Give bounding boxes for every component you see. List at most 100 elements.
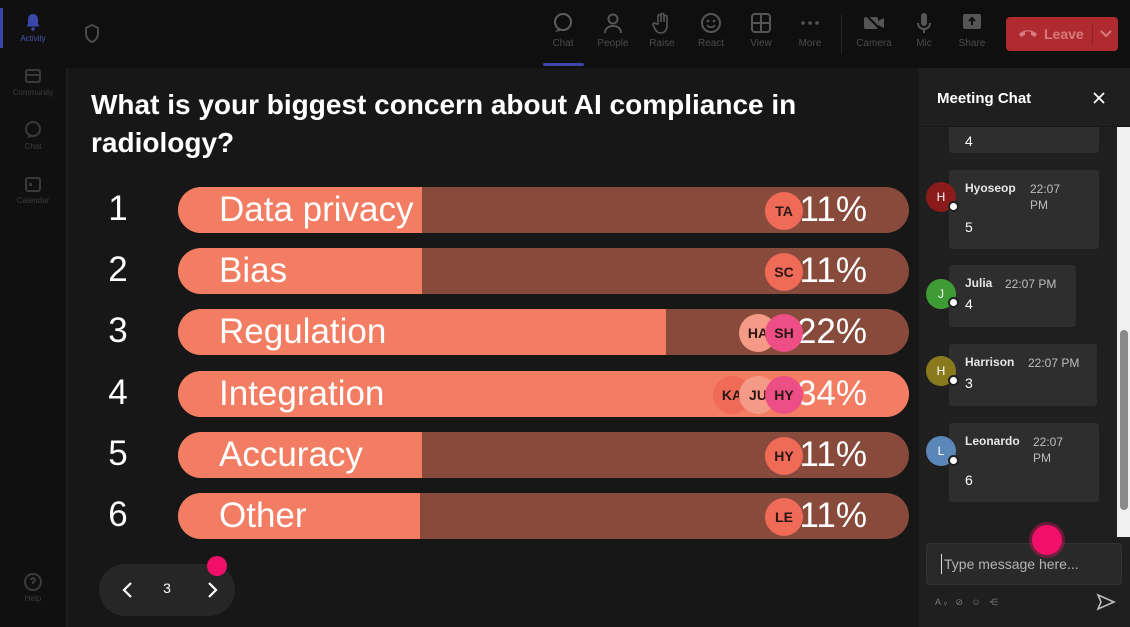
more-icon <box>801 21 819 25</box>
avatar-initial: H <box>936 190 946 204</box>
people-button[interactable]: People <box>593 12 633 49</box>
rail-label: Community <box>12 88 54 97</box>
option-percent: 34% <box>796 373 867 413</box>
voter-avatar[interactable]: SC <box>765 253 803 292</box>
cursor-highlight-dot <box>207 556 227 576</box>
chat-header-divider <box>919 126 1130 127</box>
option-number: 6 <box>108 495 128 534</box>
leave-button[interactable]: Leave <box>1006 17 1118 51</box>
react-label: React <box>697 38 725 49</box>
raise-label: Raise <box>649 38 675 49</box>
voter-avatars: HY <box>765 436 803 475</box>
message-compose-box[interactable] <box>926 543 1122 585</box>
meeting-toolbar <box>66 0 1130 68</box>
share-label: Share <box>958 38 986 49</box>
chat-title: Meeting Chat <box>937 90 1032 107</box>
avatar[interactable]: J <box>926 279 956 309</box>
option-label: Accuracy <box>219 434 363 474</box>
hand-icon <box>652 12 668 34</box>
option-label: Data privacy <box>219 190 414 229</box>
presence-status-icon <box>948 455 959 466</box>
hang-up-icon <box>1019 30 1037 37</box>
poll-question: What is your biggest concern about AI co… <box>91 89 797 158</box>
result-bar-fill <box>178 187 423 233</box>
shield-icon <box>85 24 99 44</box>
send-icon[interactable] <box>1096 593 1116 611</box>
option-label: Regulation <box>219 312 387 352</box>
voter-avatars: LE <box>765 498 803 536</box>
camera-off-icon <box>864 13 884 33</box>
result-bar: Integration KA JU HY 34% <box>178 370 909 417</box>
cursor-highlight-dot <box>1032 525 1062 555</box>
rail-item-help[interactable]: Help <box>0 572 66 603</box>
chat-message: 4 <box>949 127 1099 153</box>
option-percent: 11% <box>799 434 867 474</box>
message-input[interactable] <box>941 554 1111 574</box>
format-toolbar-icons[interactable]: Aᵥ ⊘ ☺ ⋲ <box>935 597 1002 607</box>
presence-status-icon <box>948 297 959 308</box>
voter-avatar[interactable]: HY <box>765 436 803 475</box>
avatar-initial: H <box>936 364 946 378</box>
voter-avatars: SC <box>765 253 803 292</box>
rail-label: Chat <box>24 142 42 151</box>
people-label: People <box>597 38 629 49</box>
rail-item-activity[interactable]: Activity <box>0 12 66 43</box>
rail-item-calendar[interactable]: Calendar <box>0 174 66 205</box>
mic-icon <box>917 13 931 33</box>
voter-avatar[interactable]: LE <box>765 498 803 536</box>
result-bar-fill <box>178 431 423 478</box>
chat-button[interactable]: Chat <box>543 12 583 49</box>
presence-status-icon <box>948 375 959 386</box>
chat-scrollbar-thumb[interactable] <box>1120 330 1128 510</box>
option-percent: 22% <box>796 312 867 352</box>
chevron-right-icon[interactable] <box>201 579 223 601</box>
calendar-icon <box>25 177 41 192</box>
message-sender: Harrison <box>965 355 1015 369</box>
voter-avatar[interactable]: HY <box>765 375 803 414</box>
rail-item-community[interactable]: Community <box>0 66 66 97</box>
chat-icon <box>25 121 41 138</box>
result-bar: Regulation HA SH 22% <box>178 309 909 356</box>
smile-icon <box>701 13 721 33</box>
mic-button[interactable]: Mic <box>904 12 944 49</box>
poll-option-row: 6 Other LE 11% <box>68 493 918 539</box>
mic-label: Mic <box>916 38 932 49</box>
rail-label: Help <box>24 594 42 603</box>
page-number: 3 <box>163 580 171 596</box>
message-text: 5 <box>965 219 973 235</box>
chevron-down-icon[interactable] <box>1099 26 1113 40</box>
chevron-left-icon[interactable] <box>117 579 139 601</box>
result-bar: Other LE 11% <box>178 493 909 539</box>
chat-message-list[interactable]: 4 Hyoseop 22:07 PM 5 H Julia 22:07 PM 4 … <box>919 127 1117 537</box>
message-sender: Julia <box>965 276 993 290</box>
rail-item-chat[interactable]: Chat <box>0 120 66 151</box>
chat-message: Hyoseop 22:07 PM 5 <box>949 170 1099 249</box>
more-button[interactable]: More <box>790 12 830 49</box>
close-icon[interactable] <box>1091 90 1107 106</box>
voter-avatar[interactable]: SH <box>765 314 803 353</box>
message-time: 22:07 PM <box>1030 182 1061 212</box>
poll-stage: What is your biggest concern about AI co… <box>68 68 918 627</box>
chat-icon <box>554 13 572 32</box>
leave-label: Leave <box>1044 26 1084 42</box>
view-label: View <box>750 38 772 49</box>
camera-label: Camera <box>856 38 892 49</box>
react-button[interactable]: React <box>691 12 731 49</box>
share-screen-icon <box>963 14 981 29</box>
option-number: 3 <box>108 311 128 351</box>
toolbar-divider <box>841 14 842 54</box>
share-button[interactable]: Share <box>952 12 992 49</box>
result-bar: Data privacy TA 11% <box>178 187 909 233</box>
poll-option-row: 2 Bias SC 11% <box>68 248 918 295</box>
view-button[interactable]: View <box>741 12 781 49</box>
poll-option-row: 1 Data privacy TA 11% <box>68 187 918 233</box>
option-number: 2 <box>108 250 128 290</box>
voter-avatar[interactable]: TA <box>765 192 803 230</box>
rail-label: Calendar <box>16 196 50 205</box>
option-percent: 11% <box>799 190 867 229</box>
camera-button[interactable]: Camera <box>854 12 894 49</box>
rail-label: Activity <box>20 34 46 43</box>
message-sender: Hyoseop <box>965 181 1016 195</box>
raise-hand-button[interactable]: Raise <box>642 12 682 49</box>
help-icon <box>24 573 42 591</box>
